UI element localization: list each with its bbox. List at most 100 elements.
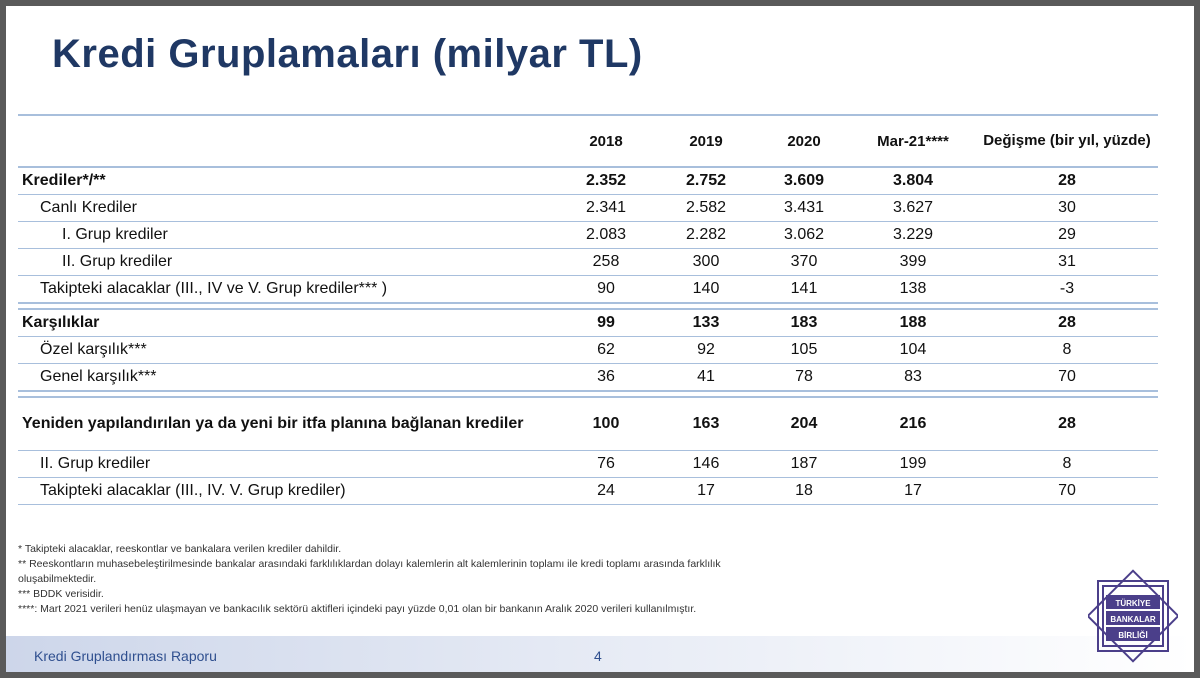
cell-change: 8 <box>976 336 1158 364</box>
footnote: ** Reeskontların muhasebeleştirilmesinde… <box>18 558 721 570</box>
logo-text: TÜRKİYE <box>1115 599 1151 608</box>
table-row: Özel karşılık*** 62 92 105 104 8 <box>18 336 1158 364</box>
table-spacer <box>18 303 1158 310</box>
row-label: II. Grup krediler <box>18 450 558 478</box>
cell-mar21: 104 <box>850 336 976 364</box>
cell-change: 70 <box>976 477 1158 505</box>
cell-mar21: 3.804 <box>850 167 976 195</box>
footer-report-title: Kredi Gruplandırması Raporu <box>34 648 217 664</box>
cell-2020: 78 <box>758 363 850 392</box>
cell-2018: 2.352 <box>558 167 654 195</box>
credit-table: 2018 2019 2020 Mar-21**** Değişme (bir y… <box>18 114 1158 505</box>
cell-change: 31 <box>976 248 1158 276</box>
slide: Kredi Gruplamaları (milyar TL) 2018 2019… <box>6 6 1194 672</box>
table-row: II. Grup krediler 258 300 370 399 31 <box>18 248 1158 276</box>
cell-change: 70 <box>976 363 1158 392</box>
row-label: Genel karşılık*** <box>18 363 558 392</box>
footnote: ****: Mart 2021 verileri henüz ulaşmayan… <box>18 603 697 615</box>
table-row: Genel karşılık*** 36 41 78 83 70 <box>18 363 1158 392</box>
cell-2020: 3.062 <box>758 221 850 249</box>
column-header-2020: 2020 <box>758 114 850 168</box>
logo-band <box>1106 595 1160 609</box>
cell-2019: 17 <box>654 477 758 505</box>
cell-2019: 140 <box>654 275 758 304</box>
cell-2020: 18 <box>758 477 850 505</box>
page-title: Kredi Gruplamaları (milyar TL) <box>52 32 643 76</box>
column-header-mar21: Mar-21**** <box>850 114 976 168</box>
cell-2018: 76 <box>558 450 654 478</box>
cell-2020: 187 <box>758 450 850 478</box>
row-label: Karşılıklar <box>18 309 558 337</box>
row-label: Canlı Krediler <box>18 194 558 222</box>
cell-2019: 300 <box>654 248 758 276</box>
footnotes: * Takipteki alacaklar, reeskontlar ve ba… <box>18 542 1028 617</box>
cell-mar21: 83 <box>850 363 976 392</box>
table-row: II. Grup krediler 76 146 187 199 8 <box>18 450 1158 478</box>
table-spacer <box>18 391 1158 398</box>
row-label: II. Grup krediler <box>18 248 558 276</box>
cell-2018: 2.341 <box>558 194 654 222</box>
cell-mar21: 188 <box>850 309 976 337</box>
cell-2019: 2.582 <box>654 194 758 222</box>
footnote: * Takipteki alacaklar, reeskontlar ve ba… <box>18 543 342 555</box>
cell-change: 30 <box>976 194 1158 222</box>
cell-2019: 2.282 <box>654 221 758 249</box>
cell-change: 8 <box>976 450 1158 478</box>
cell-2019: 41 <box>654 363 758 392</box>
cell-mar21: 199 <box>850 450 976 478</box>
cell-2019: 92 <box>654 336 758 364</box>
row-label: I. Grup krediler <box>18 221 558 249</box>
cell-2018: 99 <box>558 309 654 337</box>
cell-2019: 133 <box>654 309 758 337</box>
cell-2019: 163 <box>654 397 758 451</box>
cell-2020: 370 <box>758 248 850 276</box>
cell-mar21: 3.627 <box>850 194 976 222</box>
cell-2020: 204 <box>758 397 850 451</box>
column-header-2018: 2018 <box>558 114 654 168</box>
footnote: *** BDDK verisidir. <box>18 588 104 600</box>
cell-change: 28 <box>976 309 1158 337</box>
cell-2018: 36 <box>558 363 654 392</box>
row-label: Takipteki alacaklar (III., IV ve V. Grup… <box>18 275 558 304</box>
table-row: I. Grup krediler 2.083 2.282 3.062 3.229… <box>18 221 1158 249</box>
cell-2019: 2.752 <box>654 167 758 195</box>
table-header-row: 2018 2019 2020 Mar-21**** Değişme (bir y… <box>18 114 1158 168</box>
cell-2018: 100 <box>558 397 654 451</box>
cell-2018: 2.083 <box>558 221 654 249</box>
cell-2020: 183 <box>758 309 850 337</box>
cell-2020: 105 <box>758 336 850 364</box>
cell-2018: 90 <box>558 275 654 304</box>
logo-band <box>1106 611 1160 625</box>
cell-change: 28 <box>976 397 1158 451</box>
tbb-logo-icon: TÜRKİYE BANKALAR BİRLİĞİ <box>1088 569 1178 663</box>
table-row: Takipteki alacaklar (III., IV ve V. Grup… <box>18 275 1158 304</box>
row-label: Takipteki alacaklar (III., IV. V. Grup k… <box>18 477 558 505</box>
table-row: Krediler*/** 2.352 2.752 3.609 3.804 28 <box>18 167 1158 195</box>
cell-2018: 258 <box>558 248 654 276</box>
column-header-2019: 2019 <box>654 114 758 168</box>
table-row: Yeniden yapılandırılan ya da yeni bir it… <box>18 397 1158 451</box>
column-header <box>18 114 558 168</box>
table-row: Canlı Krediler 2.341 2.582 3.431 3.627 3… <box>18 194 1158 222</box>
cell-change: 29 <box>976 221 1158 249</box>
footnote: oluşabilmektedir. <box>18 573 97 585</box>
logo-text: BANKALAR <box>1110 615 1156 624</box>
cell-2020: 3.431 <box>758 194 850 222</box>
cell-mar21: 399 <box>850 248 976 276</box>
table-row: Takipteki alacaklar (III., IV. V. Grup k… <box>18 477 1158 505</box>
cell-2020: 3.609 <box>758 167 850 195</box>
table-row: Karşılıklar 99 133 183 188 28 <box>18 309 1158 337</box>
row-label: Yeniden yapılandırılan ya da yeni bir it… <box>18 397 558 451</box>
column-header-change: Değişme (bir yıl, yüzde) <box>976 114 1158 168</box>
row-label: Krediler*/** <box>18 167 558 195</box>
cell-mar21: 3.229 <box>850 221 976 249</box>
footer-bar <box>6 636 1194 672</box>
logo-band <box>1106 627 1160 641</box>
cell-change: 28 <box>976 167 1158 195</box>
cell-2018: 24 <box>558 477 654 505</box>
row-label: Özel karşılık*** <box>18 336 558 364</box>
cell-2019: 146 <box>654 450 758 478</box>
cell-2020: 141 <box>758 275 850 304</box>
cell-mar21: 216 <box>850 397 976 451</box>
page-number: 4 <box>594 648 602 664</box>
